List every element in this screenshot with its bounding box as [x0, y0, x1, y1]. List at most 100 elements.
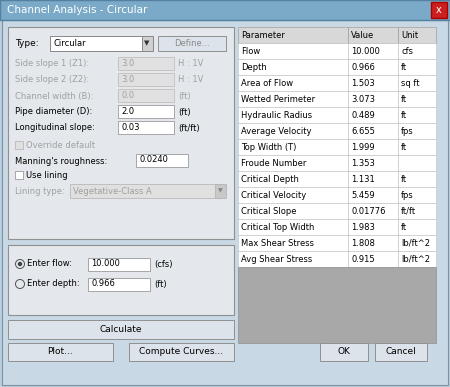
Bar [348, 155, 398, 171]
Text: Flow: Flow [241, 46, 260, 55]
Bar [118, 57, 174, 70]
Text: (ft): (ft) [178, 91, 191, 101]
Text: 2.0: 2.0 [121, 106, 134, 115]
Bar [398, 235, 436, 251]
Text: Use lining: Use lining [26, 171, 68, 180]
Text: 0.966: 0.966 [351, 62, 375, 72]
Text: fps: fps [401, 127, 414, 135]
Text: Enter depth:: Enter depth: [27, 279, 80, 288]
Bar [348, 203, 398, 219]
Bar [238, 203, 348, 219]
Text: Area of Flow: Area of Flow [241, 79, 293, 87]
Circle shape [18, 262, 22, 266]
Text: Critical Top Width: Critical Top Width [241, 223, 315, 231]
Text: Plot...: Plot... [47, 348, 73, 356]
Text: 0.489: 0.489 [351, 111, 375, 120]
Bar [136, 154, 188, 167]
Bar [398, 203, 436, 219]
Text: ▼: ▼ [144, 40, 150, 46]
Text: Circular: Circular [54, 38, 86, 48]
Bar [142, 36, 153, 51]
Bar [118, 89, 174, 102]
Bar [348, 139, 398, 155]
Text: 1.131: 1.131 [351, 175, 375, 183]
Text: Pipe diameter (D):: Pipe diameter (D): [15, 108, 92, 116]
Bar [8, 245, 234, 315]
Text: Side slope 2 (Z2):: Side slope 2 (Z2): [15, 75, 89, 84]
Text: Hydraulic Radius: Hydraulic Radius [241, 111, 312, 120]
Text: Value: Value [351, 31, 374, 39]
Text: (ft): (ft) [178, 108, 191, 116]
Text: Channel width (B):: Channel width (B): [15, 91, 94, 101]
Bar [398, 75, 436, 91]
Text: Max Shear Stress: Max Shear Stress [241, 238, 314, 248]
Text: 0.0240: 0.0240 [139, 156, 168, 164]
Text: Vegetative-Class A: Vegetative-Class A [73, 187, 152, 195]
Text: Cancel: Cancel [386, 348, 416, 356]
Text: sq ft: sq ft [401, 79, 419, 87]
Bar [129, 343, 234, 361]
Bar [348, 91, 398, 107]
Bar [398, 59, 436, 75]
Bar [118, 73, 174, 86]
Bar [398, 43, 436, 59]
Bar [238, 123, 348, 139]
Bar [0, 0, 450, 20]
Bar [15, 141, 23, 149]
Text: Unit: Unit [401, 31, 418, 39]
Bar [431, 2, 447, 18]
Text: 5.459: 5.459 [351, 190, 374, 200]
Text: fps: fps [401, 190, 414, 200]
Bar [398, 155, 436, 171]
Text: 0.0: 0.0 [121, 91, 134, 99]
Text: (ft/ft): (ft/ft) [178, 123, 200, 132]
Text: (cfs): (cfs) [154, 260, 172, 269]
Text: (ft): (ft) [154, 279, 166, 288]
Bar [88, 278, 150, 291]
Text: 0.915: 0.915 [351, 255, 374, 264]
Text: Compute Curves...: Compute Curves... [139, 348, 223, 356]
Text: H : 1V: H : 1V [178, 75, 203, 84]
Bar [8, 320, 234, 339]
Text: Average Velocity: Average Velocity [241, 127, 311, 135]
Bar [348, 235, 398, 251]
Bar [238, 187, 348, 203]
Bar [398, 187, 436, 203]
Bar [158, 36, 226, 51]
Bar [215, 184, 226, 198]
Bar [348, 251, 398, 267]
Text: 3.073: 3.073 [351, 94, 375, 103]
Bar [118, 105, 174, 118]
Text: 1.353: 1.353 [351, 159, 375, 168]
Text: lb/ft^2: lb/ft^2 [401, 238, 430, 248]
Bar [398, 91, 436, 107]
Text: Avg Shear Stress: Avg Shear Stress [241, 255, 312, 264]
Bar [398, 251, 436, 267]
Text: 0.03: 0.03 [121, 123, 140, 132]
Text: Depth: Depth [241, 62, 267, 72]
Text: Longitudinal slope:: Longitudinal slope: [15, 123, 95, 132]
Text: Manning's roughness:: Manning's roughness: [15, 156, 107, 166]
Bar [398, 139, 436, 155]
Bar [238, 43, 348, 59]
Bar [348, 43, 398, 59]
Bar [398, 27, 436, 43]
Text: ft: ft [401, 62, 407, 72]
Text: 3.0: 3.0 [121, 75, 134, 84]
Bar [348, 187, 398, 203]
Bar [118, 121, 174, 134]
Bar [348, 27, 398, 43]
Bar [238, 91, 348, 107]
Text: 3.0: 3.0 [121, 58, 134, 67]
Bar [398, 171, 436, 187]
Text: Wetted Perimeter: Wetted Perimeter [241, 94, 315, 103]
Text: Type:: Type: [15, 38, 39, 48]
Bar [398, 107, 436, 123]
Bar [320, 343, 368, 361]
Text: ft/ft: ft/ft [401, 207, 416, 216]
Text: 0.966: 0.966 [91, 279, 115, 288]
Text: Parameter: Parameter [241, 31, 285, 39]
Bar [88, 258, 150, 271]
Text: 6.655: 6.655 [351, 127, 375, 135]
Text: 1.999: 1.999 [351, 142, 374, 151]
